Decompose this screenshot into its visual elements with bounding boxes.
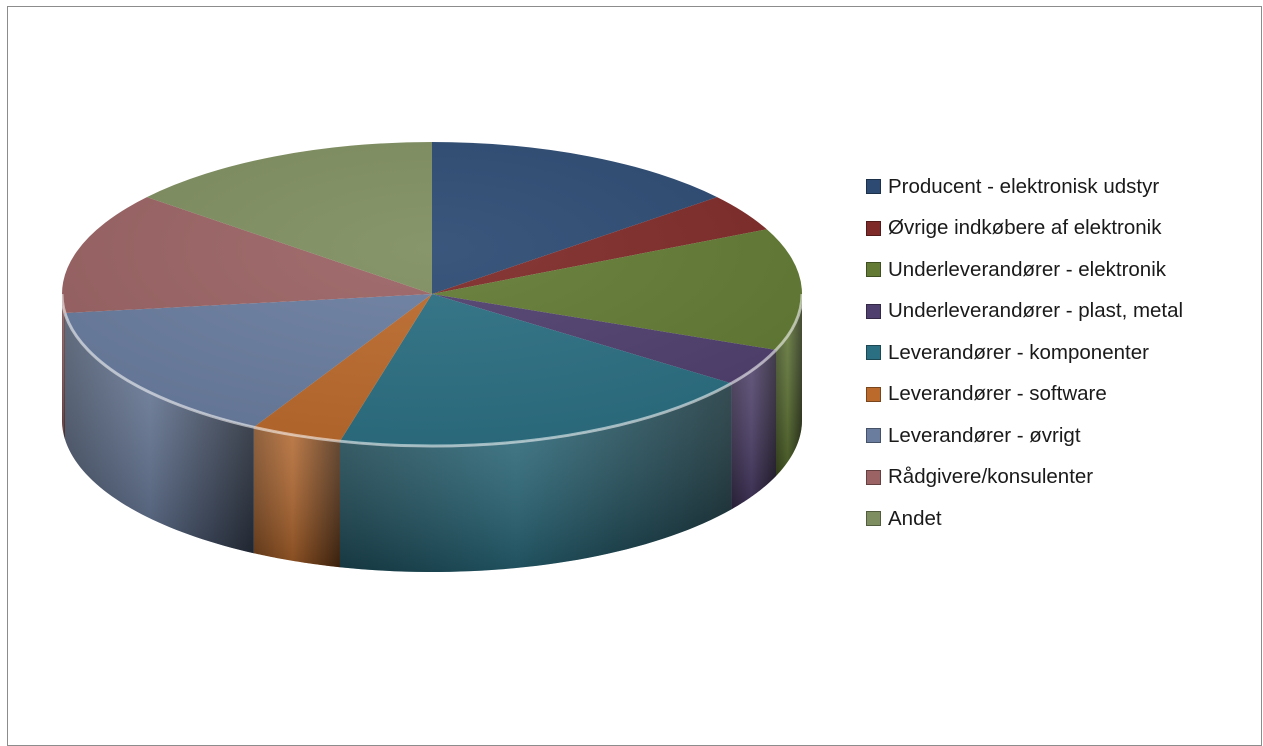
pie-side-gloss-7 bbox=[62, 294, 65, 440]
pie-side-gloss-2 bbox=[776, 294, 802, 476]
legend-swatch bbox=[866, 386, 881, 402]
legend-swatch bbox=[866, 511, 881, 527]
legend: Producent - elektronisk udstyr Øvrige ind… bbox=[866, 166, 1183, 540]
pie-rim-highlight bbox=[60, 293, 804, 448]
pie-side-7 bbox=[62, 294, 65, 440]
pie-side-4 bbox=[339, 383, 732, 572]
pie-side-gloss-6 bbox=[64, 313, 254, 554]
pie-sides bbox=[62, 294, 802, 572]
legend-item: Leverandører - komponenter bbox=[866, 332, 1183, 374]
legend-swatch bbox=[866, 220, 881, 236]
legend-item: Underleverandører - elektronik bbox=[866, 249, 1183, 291]
pie-side-gloss-4 bbox=[339, 383, 732, 572]
legend-item: Producent - elektronisk udstyr bbox=[866, 166, 1183, 208]
pie-top-gloss bbox=[62, 142, 802, 446]
legend-label: Leverandører - øvrigt bbox=[888, 423, 1081, 447]
legend-label: Andet bbox=[888, 506, 942, 530]
pie-side-2 bbox=[776, 294, 802, 476]
pie-tops bbox=[60, 142, 804, 448]
legend-item: Andet bbox=[866, 498, 1183, 540]
legend-label: Leverandører - komponenter bbox=[888, 340, 1149, 364]
legend-label: Underleverandører - elektronik bbox=[888, 257, 1167, 281]
pie-side-5 bbox=[253, 427, 340, 568]
pie-side-gloss-5 bbox=[253, 427, 340, 568]
legend-swatch bbox=[866, 262, 881, 278]
legend-item: Rådgivere/konsulenter bbox=[866, 457, 1183, 499]
legend-label: Leverandører - software bbox=[888, 382, 1107, 406]
legend-swatch bbox=[866, 428, 881, 444]
pie-side-6 bbox=[64, 313, 254, 554]
legend-item: Underleverandører - plast, metal bbox=[866, 291, 1183, 333]
legend-swatch bbox=[866, 303, 881, 319]
legend-label: Underleverandører - plast, metal bbox=[888, 299, 1184, 323]
legend-item: Øvrige indkøbere af elektronik bbox=[866, 208, 1183, 250]
legend-swatch bbox=[866, 345, 881, 361]
legend-label: Øvrige indkøbere af elektronik bbox=[888, 216, 1162, 240]
legend-item: Leverandører - øvrigt bbox=[866, 415, 1183, 457]
legend-label: Producent - elektronisk udstyr bbox=[888, 174, 1160, 198]
legend-label: Rådgivere/konsulenter bbox=[888, 465, 1094, 489]
legend-item: Leverandører - software bbox=[866, 374, 1183, 416]
legend-swatch bbox=[866, 469, 881, 485]
pie-side-gloss-3 bbox=[731, 349, 777, 510]
pie-side-3 bbox=[731, 349, 777, 510]
legend-swatch bbox=[866, 179, 881, 195]
